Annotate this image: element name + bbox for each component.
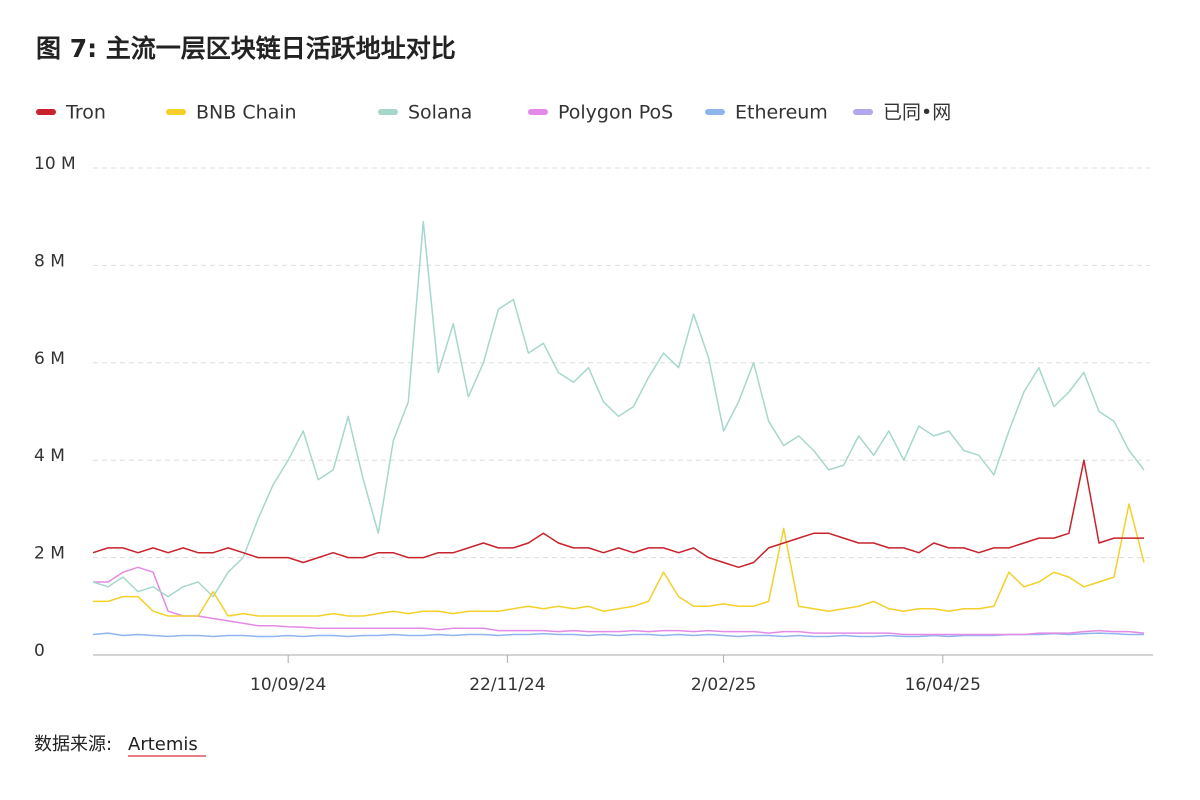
- legend-label: Polygon PoS: [558, 102, 673, 124]
- series-line: [92, 459, 1144, 569]
- y-tick-label: 8 M: [34, 251, 65, 271]
- legend-swatch: [705, 109, 725, 115]
- x-tick-label: 16/04/25: [905, 675, 981, 695]
- y-tick-label: 4 M: [34, 446, 65, 466]
- source-label: 数据来源:: [34, 734, 112, 755]
- y-tick-label: 0: [34, 641, 45, 661]
- x-tick-label: 2/02/25: [691, 675, 757, 695]
- series-line: [92, 220, 1145, 598]
- y-tick-label: 6 M: [34, 349, 65, 369]
- legend-label: Tron: [65, 102, 106, 124]
- legend-label: BNB Chain: [196, 102, 297, 124]
- series-line: [92, 632, 1144, 638]
- x-tick-label: 22/11/24: [469, 675, 545, 695]
- legend-label: Ethereum: [735, 102, 828, 124]
- legend-swatch: [528, 109, 548, 115]
- legend-label: 已同•网: [883, 102, 951, 124]
- legend-swatch: [166, 109, 186, 115]
- series-line: [93, 503, 1145, 617]
- x-tick-label: 10/09/24: [250, 675, 326, 695]
- legend-label: Solana: [408, 102, 472, 124]
- y-tick-label: 10 M: [34, 154, 76, 174]
- legend-swatch: [378, 109, 398, 115]
- legend-swatch: [36, 109, 56, 115]
- chart-title: 图 7: 主流一层区块链日活跃地址对比: [36, 34, 456, 63]
- series-line: [93, 566, 1145, 636]
- source[interactable]: Artemis: [128, 734, 198, 755]
- legend-swatch: [853, 109, 873, 115]
- y-tick-label: 2 M: [34, 544, 65, 564]
